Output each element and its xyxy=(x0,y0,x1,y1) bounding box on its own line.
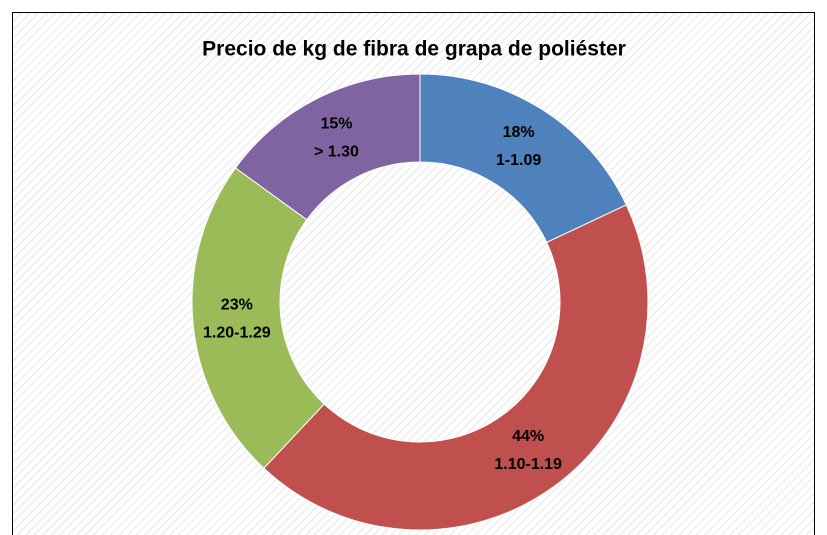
donut-segment xyxy=(263,204,649,531)
donut xyxy=(191,73,649,531)
value-label: 18% xyxy=(503,124,535,141)
category-label: 1.20-1.29 xyxy=(203,325,271,342)
donut-segment xyxy=(234,73,421,221)
value-label: 23% xyxy=(221,297,253,314)
value-label: 15% xyxy=(320,115,352,132)
donut-segment xyxy=(191,167,325,469)
category-label: > 1.30 xyxy=(314,143,359,160)
chart-title: Precio de kg de fibra de grapa de poliés… xyxy=(202,38,626,61)
category-label: 1.10-1.19 xyxy=(494,456,562,473)
labels: 18% 1-1.09 44% 1.10-1.19 23% 1.20-1.29 15% > 1.… xyxy=(203,115,562,473)
category-label: 1-1.09 xyxy=(496,152,541,169)
value-label: 44% xyxy=(512,428,544,445)
